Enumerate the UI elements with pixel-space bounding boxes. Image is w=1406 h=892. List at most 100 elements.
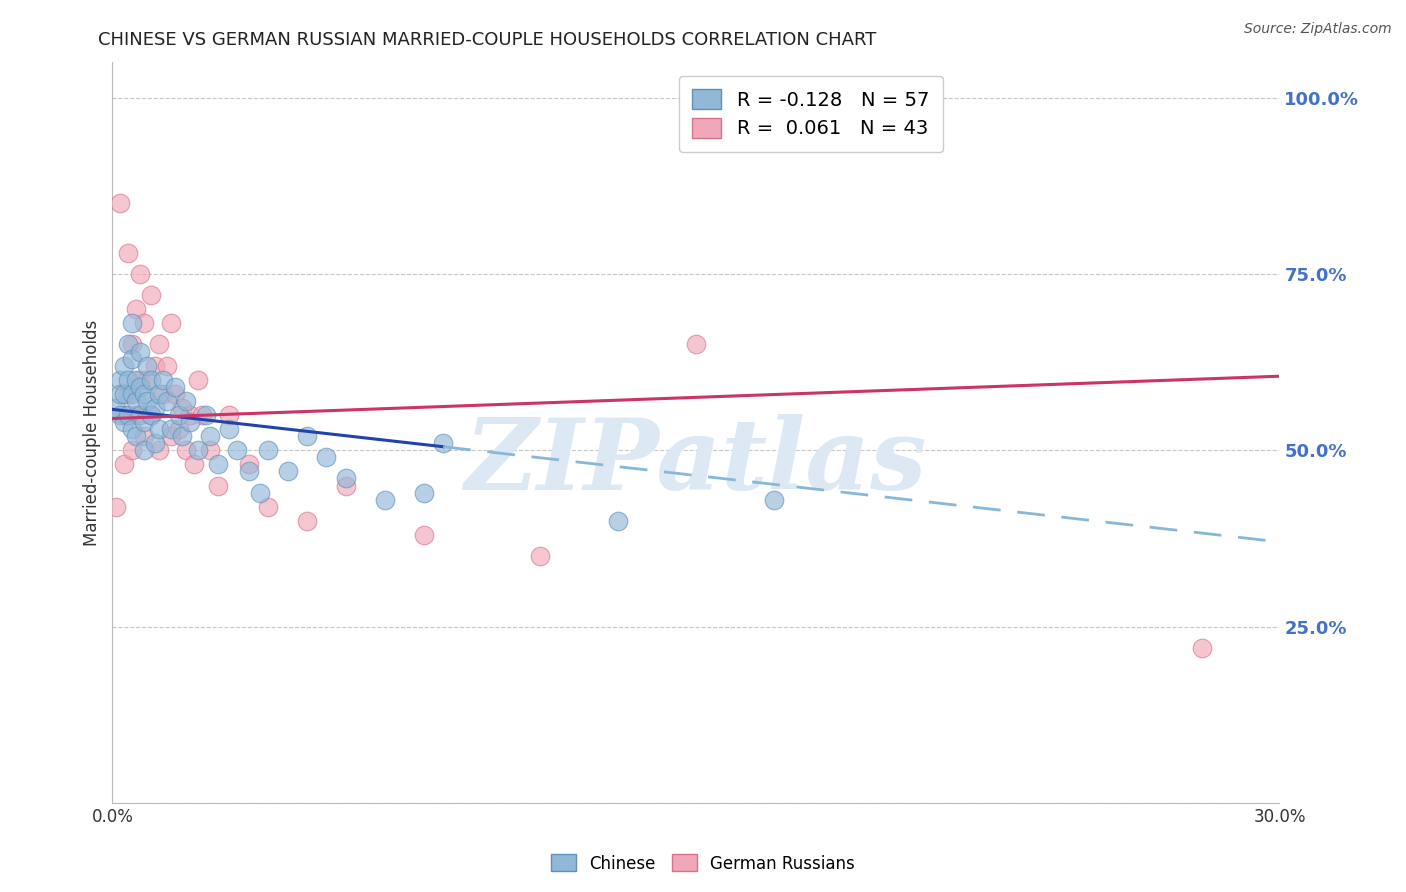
Point: [176, 443, 198, 458]
Point: [315, 450, 337, 465]
Point: [121, 351, 143, 366]
Point: [143, 401, 166, 415]
Point: [238, 464, 260, 478]
Point: [141, 408, 163, 422]
Point: [257, 443, 280, 458]
Point: [112, 415, 135, 429]
Point: [198, 429, 221, 443]
Point: [187, 373, 209, 387]
Point: [117, 387, 139, 401]
Point: [112, 387, 135, 401]
Text: CHINESE VS GERMAN RUSSIAN MARRIED-COUPLE HOUSEHOLDS CORRELATION CHART: CHINESE VS GERMAN RUSSIAN MARRIED-COUPLE…: [98, 31, 877, 49]
Point: [136, 373, 159, 387]
Point: [112, 458, 135, 472]
Point: [121, 422, 143, 436]
Point: [412, 528, 434, 542]
Point: [191, 408, 214, 422]
Point: [128, 408, 150, 422]
Legend: R = -0.128   N = 57, R =  0.061   N = 43: R = -0.128 N = 57, R = 0.061 N = 43: [679, 76, 943, 152]
Point: [141, 408, 163, 422]
Point: [218, 408, 240, 422]
Point: [125, 408, 148, 422]
Point: [112, 359, 135, 373]
Point: [136, 359, 159, 373]
Point: [117, 373, 139, 387]
Point: [163, 380, 186, 394]
Point: [141, 373, 163, 387]
Point: [136, 393, 159, 408]
Point: [132, 316, 155, 330]
Point: [152, 387, 174, 401]
Point: [762, 492, 785, 507]
Point: [160, 422, 183, 436]
Point: [238, 458, 260, 472]
Point: [105, 401, 128, 415]
Point: [172, 429, 194, 443]
Point: [685, 337, 707, 351]
Point: [335, 478, 357, 492]
Point: [141, 288, 163, 302]
Point: [110, 373, 132, 387]
Point: [226, 443, 249, 458]
Point: [257, 500, 280, 514]
Y-axis label: Married-couple Households: Married-couple Households: [83, 319, 101, 546]
Point: [132, 443, 155, 458]
Point: [167, 408, 190, 422]
Text: ZIPatlas: ZIPatlas: [465, 414, 927, 510]
Point: [125, 393, 148, 408]
Point: [172, 401, 194, 415]
Point: [249, 485, 271, 500]
Point: [132, 387, 155, 401]
Point: [125, 429, 148, 443]
Point: [156, 393, 179, 408]
Point: [152, 373, 174, 387]
Point: [117, 245, 139, 260]
Point: [148, 422, 170, 436]
Point: [125, 373, 148, 387]
Point: [121, 443, 143, 458]
Point: [110, 408, 132, 422]
Point: [194, 408, 217, 422]
Point: [179, 415, 201, 429]
Point: [295, 514, 318, 528]
Point: [207, 478, 229, 492]
Point: [1191, 640, 1213, 655]
Point: [128, 380, 150, 394]
Point: [112, 408, 135, 422]
Point: [121, 316, 143, 330]
Point: [117, 337, 139, 351]
Point: [132, 429, 155, 443]
Point: [160, 429, 183, 443]
Point: [128, 373, 150, 387]
Point: [105, 500, 128, 514]
Point: [156, 359, 179, 373]
Point: [128, 344, 150, 359]
Point: [198, 443, 221, 458]
Point: [163, 387, 186, 401]
Point: [432, 436, 454, 450]
Point: [148, 443, 170, 458]
Point: [412, 485, 434, 500]
Point: [187, 443, 209, 458]
Point: [117, 408, 139, 422]
Point: [218, 422, 240, 436]
Point: [143, 359, 166, 373]
Point: [110, 387, 132, 401]
Point: [374, 492, 396, 507]
Point: [335, 471, 357, 485]
Point: [179, 408, 201, 422]
Legend: Chinese, German Russians: Chinese, German Russians: [544, 847, 862, 880]
Point: [183, 458, 205, 472]
Point: [148, 337, 170, 351]
Point: [121, 387, 143, 401]
Point: [160, 316, 183, 330]
Point: [607, 514, 630, 528]
Point: [529, 549, 551, 563]
Point: [128, 267, 150, 281]
Point: [110, 196, 132, 211]
Point: [125, 302, 148, 317]
Point: [176, 393, 198, 408]
Point: [132, 415, 155, 429]
Point: [207, 458, 229, 472]
Point: [121, 337, 143, 351]
